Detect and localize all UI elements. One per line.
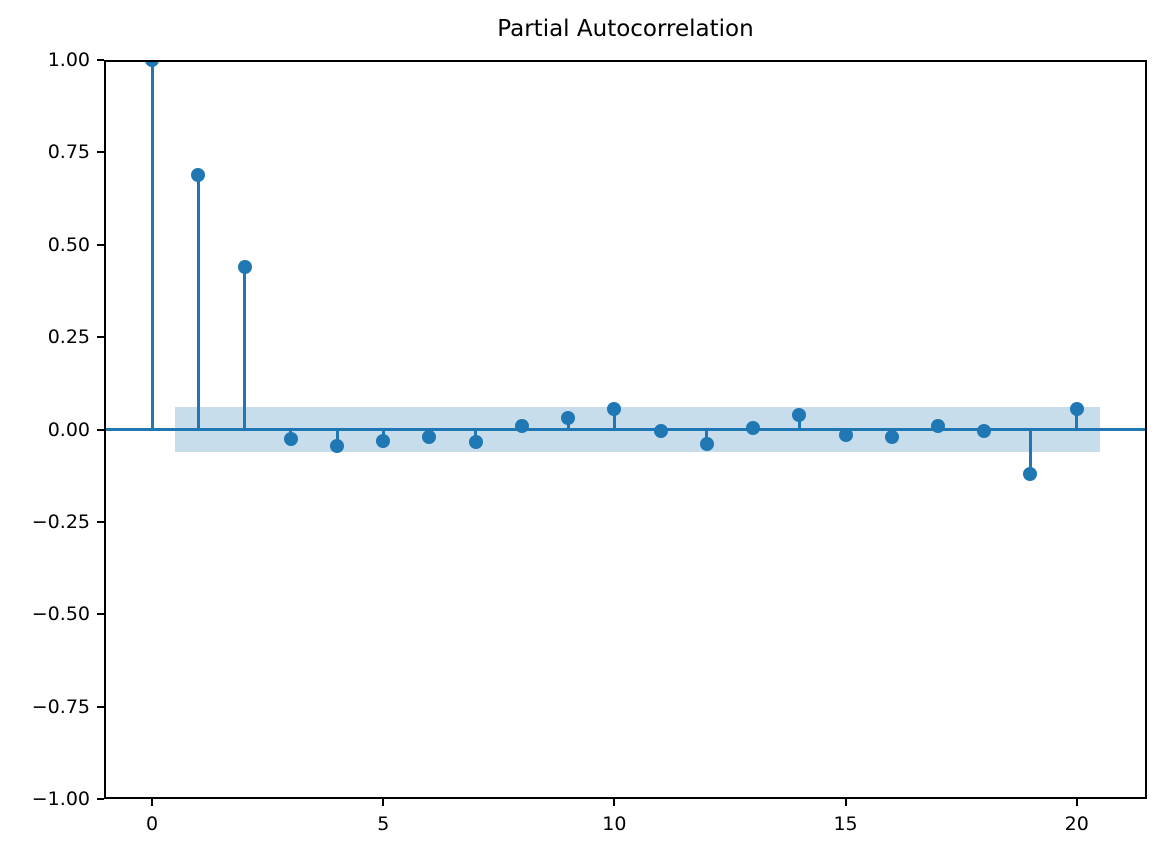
plot-area: [104, 60, 1147, 799]
y-tick: [97, 243, 104, 246]
y-tick-label: 1.00: [47, 49, 90, 71]
marker-lag-19: [1023, 466, 1038, 481]
x-tick-label: 0: [146, 813, 159, 835]
marker-lag-17: [931, 418, 946, 433]
chart-title: Partial Autocorrelation: [497, 16, 754, 42]
x-tick-label: 20: [1064, 813, 1089, 835]
marker-lag-10: [607, 402, 622, 417]
marker-lag-5: [376, 433, 391, 448]
y-tick-label: −0.50: [31, 603, 90, 626]
y-tick: [97, 428, 104, 431]
marker-lag-6: [422, 429, 437, 444]
stem-lag-0: [150, 60, 154, 430]
y-tick: [97, 705, 104, 708]
marker-lag-11: [653, 424, 668, 439]
stem-lag-20: [1075, 409, 1079, 430]
y-tick: [97, 520, 104, 523]
marker-lag-2: [237, 259, 252, 274]
stem-lag-12: [705, 429, 709, 445]
x-tick: [844, 799, 847, 806]
marker-lag-20: [1069, 402, 1084, 417]
stem-lag-14: [797, 414, 801, 430]
marker-lag-13: [746, 420, 761, 435]
x-tick: [151, 799, 154, 806]
x-tick: [382, 799, 385, 806]
zero-baseline: [104, 428, 1147, 431]
x-tick: [613, 799, 616, 806]
marker-lag-0: [145, 60, 160, 67]
x-tick: [1075, 799, 1078, 806]
stem-lag-2: [243, 266, 247, 430]
marker-lag-9: [561, 411, 576, 426]
marker-lag-1: [191, 167, 206, 182]
y-tick-label: 0.00: [47, 418, 90, 441]
marker-lag-18: [977, 424, 992, 439]
y-tick: [97, 613, 104, 616]
marker-lag-14: [792, 407, 807, 422]
marker-lag-12: [699, 437, 714, 452]
x-tick-label: 5: [377, 813, 390, 835]
marker-lag-16: [884, 429, 899, 444]
marker-lag-8: [514, 418, 529, 433]
y-tick-label: 0.25: [47, 326, 90, 349]
y-tick-label: −1.00: [31, 788, 90, 810]
y-tick: [97, 59, 104, 61]
marker-lag-7: [468, 435, 483, 450]
marker-lag-15: [838, 428, 853, 443]
marker-lag-3: [283, 431, 298, 446]
marker-lag-4: [330, 439, 344, 454]
y-tick-label: −0.25: [31, 510, 90, 533]
stem-lag-19: [1028, 429, 1032, 474]
stem-lag-1: [196, 174, 200, 430]
x-tick-label: 15: [833, 813, 858, 835]
stem-lag-4: [335, 429, 339, 447]
y-tick: [97, 798, 104, 800]
y-tick-label: 0.75: [47, 141, 90, 164]
y-tick: [97, 336, 104, 339]
stem-lag-10: [612, 409, 616, 430]
y-tick: [97, 151, 104, 154]
y-tick-label: −0.75: [31, 695, 90, 718]
y-tick-label: 0.50: [47, 233, 90, 256]
x-tick-label: 10: [602, 813, 627, 835]
